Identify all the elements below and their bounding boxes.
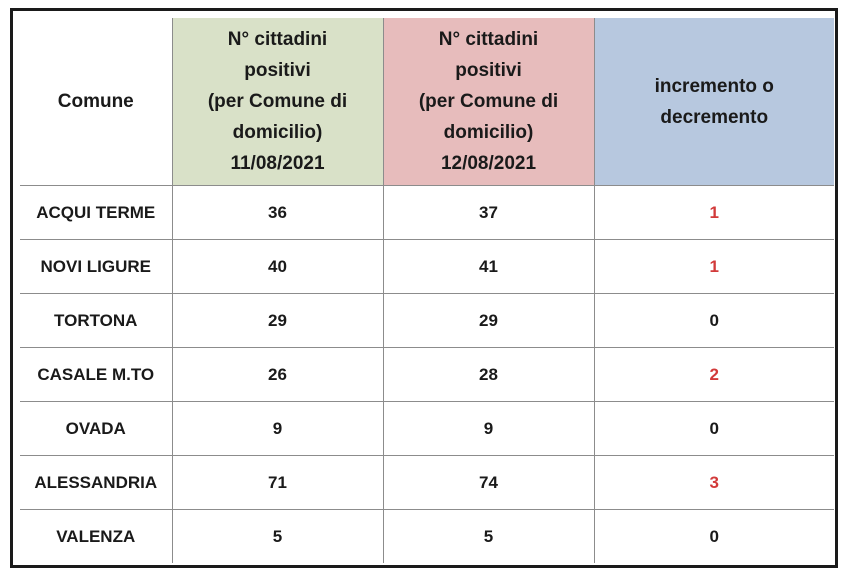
table-frame: Comune N° cittadini positivi (per Comune… <box>10 8 838 568</box>
cell-delta: 1 <box>593 185 834 240</box>
table-row: ACQUI TERME 36 37 1 <box>20 185 834 240</box>
header-date2-line: N° cittadini <box>438 29 539 50</box>
cell-comune: NOVI LIGURE <box>20 239 173 294</box>
header-date1-line: N° cittadini <box>227 29 328 50</box>
table-row: ALESSANDRIA 71 74 3 <box>20 455 834 510</box>
table-row: CASALE M.TO 26 28 2 <box>20 347 834 402</box>
cell-date1: 40 <box>171 239 384 294</box>
cell-comune: TORTONA <box>20 293 173 348</box>
cell-comune: ACQUI TERME <box>20 185 173 240</box>
cell-date1: 5 <box>171 509 384 563</box>
header-comune: Comune <box>20 18 173 186</box>
table-row: TORTONA 29 29 0 <box>20 293 834 348</box>
cell-comune: VALENZA <box>20 509 173 563</box>
cell-delta: 0 <box>593 509 834 563</box>
cell-comune: OVADA <box>20 401 173 456</box>
header-date1: N° cittadini positivi (per Comune di dom… <box>171 18 384 186</box>
cell-delta: 2 <box>593 347 834 402</box>
cell-date2: 37 <box>382 185 595 240</box>
header-date1-line: positivi <box>244 60 311 81</box>
cell-date2: 28 <box>382 347 595 402</box>
header-date2-line: positivi <box>455 60 522 81</box>
cell-date2: 29 <box>382 293 595 348</box>
positives-table: Comune N° cittadini positivi (per Comune… <box>20 18 834 563</box>
header-delta: incremento o decremento <box>593 18 834 186</box>
table-row: OVADA 9 9 0 <box>20 401 834 456</box>
cell-delta: 1 <box>593 239 834 294</box>
cell-date1: 26 <box>171 347 384 402</box>
cell-comune: ALESSANDRIA <box>20 455 173 510</box>
table-row: NOVI LIGURE 40 41 1 <box>20 239 834 294</box>
cell-delta: 0 <box>593 401 834 456</box>
header-date2: N° cittadini positivi (per Comune di dom… <box>382 18 595 186</box>
cell-date2: 41 <box>382 239 595 294</box>
cell-date2: 74 <box>382 455 595 510</box>
header-date1-date: 11/08/2021 <box>230 153 325 174</box>
cell-delta: 0 <box>593 293 834 348</box>
cell-date2: 9 <box>382 401 595 456</box>
cell-date1: 71 <box>171 455 384 510</box>
table-row: VALENZA 5 5 0 <box>20 509 834 563</box>
cell-date1: 29 <box>171 293 384 348</box>
header-date1-line: (per Comune di <box>207 91 348 112</box>
cell-date2: 5 <box>382 509 595 563</box>
header-date2-line: domicilio) <box>443 122 534 143</box>
cell-date1: 36 <box>171 185 384 240</box>
header-delta-line: decremento <box>660 106 769 128</box>
header-delta-line: incremento o <box>654 75 774 97</box>
header-date2-line: (per Comune di <box>418 91 559 112</box>
cell-date1: 9 <box>171 401 384 456</box>
header-date1-line: domicilio) <box>232 122 323 143</box>
cell-delta: 3 <box>593 455 834 510</box>
cell-comune: CASALE M.TO <box>20 347 173 402</box>
header-date2-date: 12/08/2021 <box>440 153 537 174</box>
header-row: Comune N° cittadini positivi (per Comune… <box>20 18 834 186</box>
